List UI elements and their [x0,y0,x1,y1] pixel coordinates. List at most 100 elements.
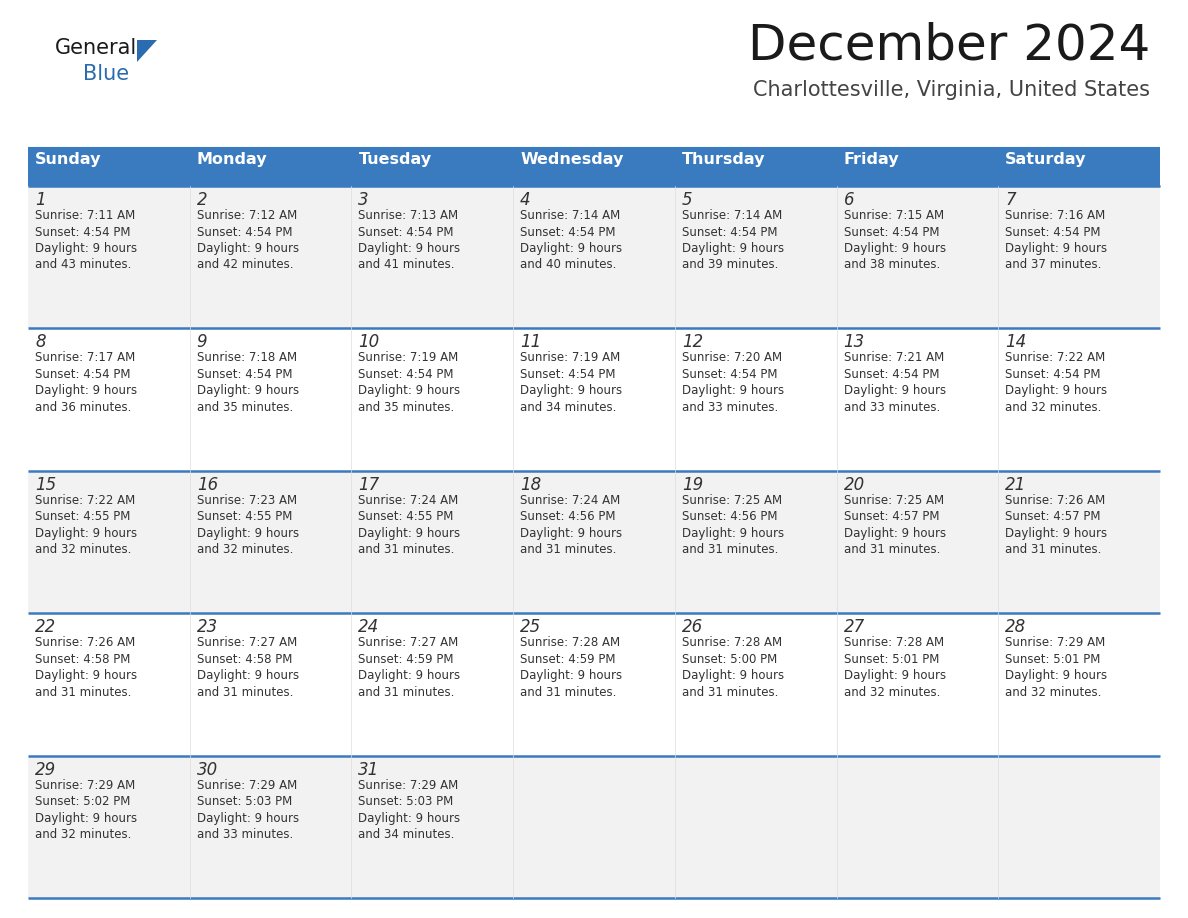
Text: and 36 minutes.: and 36 minutes. [34,401,132,414]
Text: Sunset: 4:54 PM: Sunset: 4:54 PM [682,226,777,239]
Text: Sunrise: 7:29 AM: Sunrise: 7:29 AM [34,778,135,791]
Text: Daylight: 9 hours: Daylight: 9 hours [359,669,461,682]
Text: General: General [55,38,138,58]
Text: Sunset: 4:55 PM: Sunset: 4:55 PM [197,510,292,523]
Text: 17: 17 [359,476,380,494]
Bar [998,329,1159,471]
Bar [513,613,675,756]
Bar [190,756,352,898]
Text: and 35 minutes.: and 35 minutes. [197,401,293,414]
Bar [352,148,513,186]
Text: and 33 minutes.: and 33 minutes. [197,828,293,841]
Text: Sunrise: 7:15 AM: Sunrise: 7:15 AM [843,209,943,222]
Text: Daylight: 9 hours: Daylight: 9 hours [34,669,137,682]
Text: and 32 minutes.: and 32 minutes. [1005,686,1101,699]
Text: 25: 25 [520,618,542,636]
Text: 23: 23 [197,618,217,636]
Bar [190,613,352,756]
Text: Sunset: 5:03 PM: Sunset: 5:03 PM [197,795,292,808]
Text: Daylight: 9 hours: Daylight: 9 hours [843,385,946,397]
Bar [675,756,836,898]
Bar [836,756,998,898]
Text: Daylight: 9 hours: Daylight: 9 hours [520,385,623,397]
Bar [836,329,998,471]
Text: Daylight: 9 hours: Daylight: 9 hours [34,527,137,540]
Text: 27: 27 [843,618,865,636]
Text: 4: 4 [520,191,531,209]
Bar [998,756,1159,898]
Text: Daylight: 9 hours: Daylight: 9 hours [359,385,461,397]
Text: Daylight: 9 hours: Daylight: 9 hours [359,812,461,824]
Text: 3: 3 [359,191,369,209]
Text: Sunset: 4:54 PM: Sunset: 4:54 PM [359,226,454,239]
Bar [675,471,836,613]
Text: and 31 minutes.: and 31 minutes. [197,686,293,699]
Text: 26: 26 [682,618,703,636]
Bar [836,148,998,186]
Bar [513,471,675,613]
Text: Sunrise: 7:26 AM: Sunrise: 7:26 AM [1005,494,1106,507]
Text: 28: 28 [1005,618,1026,636]
Text: 20: 20 [843,476,865,494]
Text: Sunrise: 7:24 AM: Sunrise: 7:24 AM [359,494,459,507]
Text: 7: 7 [1005,191,1016,209]
Text: Sunrise: 7:22 AM: Sunrise: 7:22 AM [34,494,135,507]
Text: Sunset: 4:54 PM: Sunset: 4:54 PM [843,226,939,239]
Text: and 33 minutes.: and 33 minutes. [682,401,778,414]
Text: and 39 minutes.: and 39 minutes. [682,259,778,272]
Bar [190,329,352,471]
Text: and 31 minutes.: and 31 minutes. [682,543,778,556]
Text: 24: 24 [359,618,380,636]
Text: Sunrise: 7:25 AM: Sunrise: 7:25 AM [843,494,943,507]
Text: Sunset: 4:58 PM: Sunset: 4:58 PM [34,653,131,666]
Text: Sunset: 4:54 PM: Sunset: 4:54 PM [197,226,292,239]
Text: and 31 minutes.: and 31 minutes. [1005,543,1101,556]
Bar [513,756,675,898]
Text: Sunrise: 7:18 AM: Sunrise: 7:18 AM [197,352,297,364]
Text: Sunset: 4:56 PM: Sunset: 4:56 PM [520,510,615,523]
Text: Daylight: 9 hours: Daylight: 9 hours [197,812,299,824]
Text: 12: 12 [682,333,703,352]
Text: Sunset: 4:54 PM: Sunset: 4:54 PM [520,226,615,239]
Text: and 38 minutes.: and 38 minutes. [843,259,940,272]
Text: 21: 21 [1005,476,1026,494]
Bar [352,329,513,471]
Text: Sunrise: 7:21 AM: Sunrise: 7:21 AM [843,352,943,364]
Text: Sunset: 4:58 PM: Sunset: 4:58 PM [197,653,292,666]
Text: 18: 18 [520,476,542,494]
Text: and 31 minutes.: and 31 minutes. [520,686,617,699]
Text: and 40 minutes.: and 40 minutes. [520,259,617,272]
Bar [836,186,998,329]
Text: and 32 minutes.: and 32 minutes. [34,543,132,556]
Text: Sunrise: 7:12 AM: Sunrise: 7:12 AM [197,209,297,222]
Text: December 2024: December 2024 [747,22,1150,70]
Bar [29,756,190,898]
Text: Sunrise: 7:24 AM: Sunrise: 7:24 AM [520,494,620,507]
Text: Daylight: 9 hours: Daylight: 9 hours [843,669,946,682]
Text: 5: 5 [682,191,693,209]
Text: 8: 8 [34,333,45,352]
Text: Monday: Monday [197,152,267,167]
Text: Daylight: 9 hours: Daylight: 9 hours [359,527,461,540]
Text: Sunset: 4:57 PM: Sunset: 4:57 PM [843,510,939,523]
Text: and 32 minutes.: and 32 minutes. [197,543,293,556]
Text: Daylight: 9 hours: Daylight: 9 hours [197,242,299,255]
Text: and 41 minutes.: and 41 minutes. [359,259,455,272]
Text: Sunset: 5:02 PM: Sunset: 5:02 PM [34,795,131,808]
Text: Sunset: 4:54 PM: Sunset: 4:54 PM [34,226,131,239]
Bar [513,329,675,471]
Text: Daylight: 9 hours: Daylight: 9 hours [197,385,299,397]
Text: Daylight: 9 hours: Daylight: 9 hours [682,385,784,397]
Text: Sunrise: 7:29 AM: Sunrise: 7:29 AM [1005,636,1106,649]
Text: Daylight: 9 hours: Daylight: 9 hours [359,242,461,255]
Bar [352,471,513,613]
Text: Sunrise: 7:29 AM: Sunrise: 7:29 AM [359,778,459,791]
Bar [29,613,190,756]
Text: Sunset: 4:55 PM: Sunset: 4:55 PM [34,510,131,523]
Text: Daylight: 9 hours: Daylight: 9 hours [34,812,137,824]
Text: 14: 14 [1005,333,1026,352]
Text: and 32 minutes.: and 32 minutes. [34,828,132,841]
Text: 13: 13 [843,333,865,352]
Text: Sunrise: 7:28 AM: Sunrise: 7:28 AM [520,636,620,649]
Text: Sunrise: 7:27 AM: Sunrise: 7:27 AM [359,636,459,649]
